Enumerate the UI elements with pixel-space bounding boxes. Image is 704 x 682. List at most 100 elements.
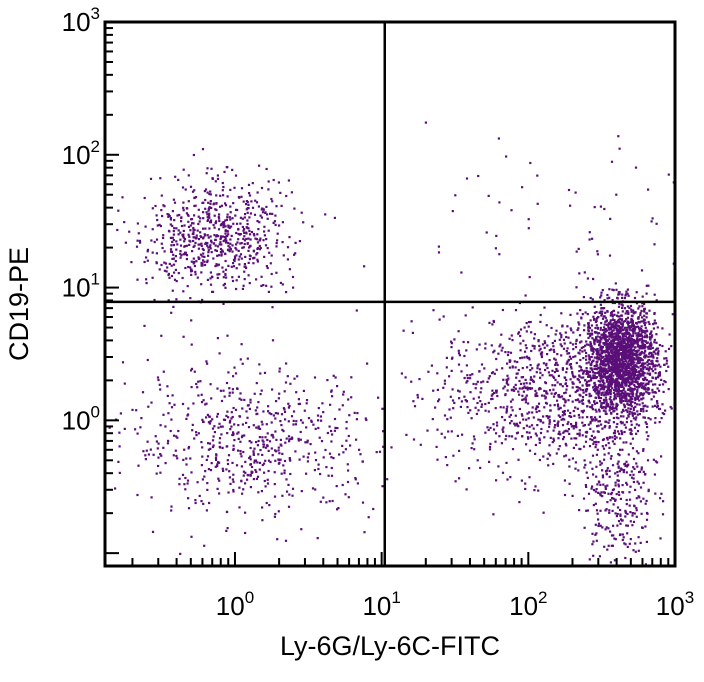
data-point [615, 403, 618, 406]
data-point [576, 407, 579, 410]
data-point [519, 334, 522, 338]
data-point [210, 275, 214, 278]
data-point [611, 339, 614, 342]
data-point [599, 483, 602, 486]
data-point [489, 442, 492, 445]
data-point [136, 278, 139, 281]
data-point [598, 344, 601, 347]
data-point [617, 491, 620, 494]
data-point [314, 427, 317, 430]
data-point [264, 436, 267, 439]
data-point [291, 275, 295, 279]
data-point [238, 415, 242, 418]
data-point [578, 323, 581, 326]
data-point [240, 257, 243, 260]
data-point [646, 346, 649, 349]
data-point [627, 415, 630, 418]
data-point [252, 262, 255, 265]
data-point [580, 369, 583, 372]
data-point [621, 431, 624, 434]
data-point [578, 341, 582, 344]
data-point [578, 375, 581, 378]
data-point [215, 202, 218, 205]
data-point [625, 397, 628, 401]
data-point [563, 409, 566, 413]
data-point [619, 390, 622, 393]
y-tick-label: 102 [62, 137, 100, 170]
data-point [565, 362, 568, 365]
data-point [648, 352, 651, 355]
data-point [232, 202, 235, 205]
data-point [207, 236, 210, 239]
data-point [477, 409, 480, 412]
data-point [647, 369, 650, 372]
data-point [601, 289, 604, 292]
data-point [375, 451, 378, 454]
data-point [302, 221, 305, 224]
data-point [620, 422, 623, 425]
data-point [557, 437, 560, 440]
data-point [255, 413, 258, 416]
data-point [625, 409, 628, 412]
data-point [204, 207, 207, 210]
data-point [458, 390, 461, 393]
data-point [604, 470, 608, 473]
data-point [263, 479, 266, 483]
data-point [614, 324, 617, 327]
data-point [282, 407, 285, 410]
data-point [654, 368, 657, 371]
data-point [297, 398, 300, 401]
data-point [508, 435, 511, 438]
data-point [457, 352, 461, 355]
data-point [472, 435, 476, 438]
data-point [670, 407, 673, 410]
data-point [625, 357, 628, 360]
data-point [356, 482, 359, 485]
data-point [582, 409, 585, 412]
data-point [643, 302, 646, 305]
data-point [521, 394, 524, 397]
data-point [345, 439, 348, 442]
data-point [147, 405, 150, 408]
data-point [633, 376, 636, 379]
data-point [623, 382, 626, 385]
data-point [587, 380, 590, 383]
data-point [506, 362, 509, 365]
data-point [629, 410, 632, 413]
data-point [575, 443, 578, 446]
data-point [416, 393, 419, 397]
data-point [617, 485, 620, 488]
data-point [597, 441, 600, 444]
data-point [621, 322, 624, 325]
data-point [615, 366, 618, 369]
data-point [627, 370, 630, 373]
data-point [289, 459, 292, 462]
data-point [554, 391, 557, 395]
data-point [625, 373, 628, 376]
data-point [607, 366, 610, 369]
data-point [625, 383, 628, 386]
data-point [566, 430, 569, 433]
data-point [309, 443, 312, 446]
data-point [591, 532, 594, 535]
data-point [594, 365, 597, 368]
data-point [258, 221, 261, 224]
data-point [219, 247, 223, 251]
data-point [156, 376, 160, 379]
data-point [293, 377, 296, 380]
data-point [641, 402, 644, 405]
data-point [574, 406, 577, 409]
data-point [160, 454, 163, 457]
data-point [159, 424, 162, 427]
data-point [319, 500, 322, 503]
data-point [601, 317, 605, 320]
data-point [297, 437, 300, 440]
data-point [293, 253, 296, 256]
data-point [620, 327, 623, 330]
data-point [644, 345, 647, 348]
data-point [611, 315, 614, 318]
data-point [640, 341, 643, 344]
data-point [246, 223, 249, 226]
data-point [617, 363, 620, 366]
data-point [599, 205, 602, 208]
